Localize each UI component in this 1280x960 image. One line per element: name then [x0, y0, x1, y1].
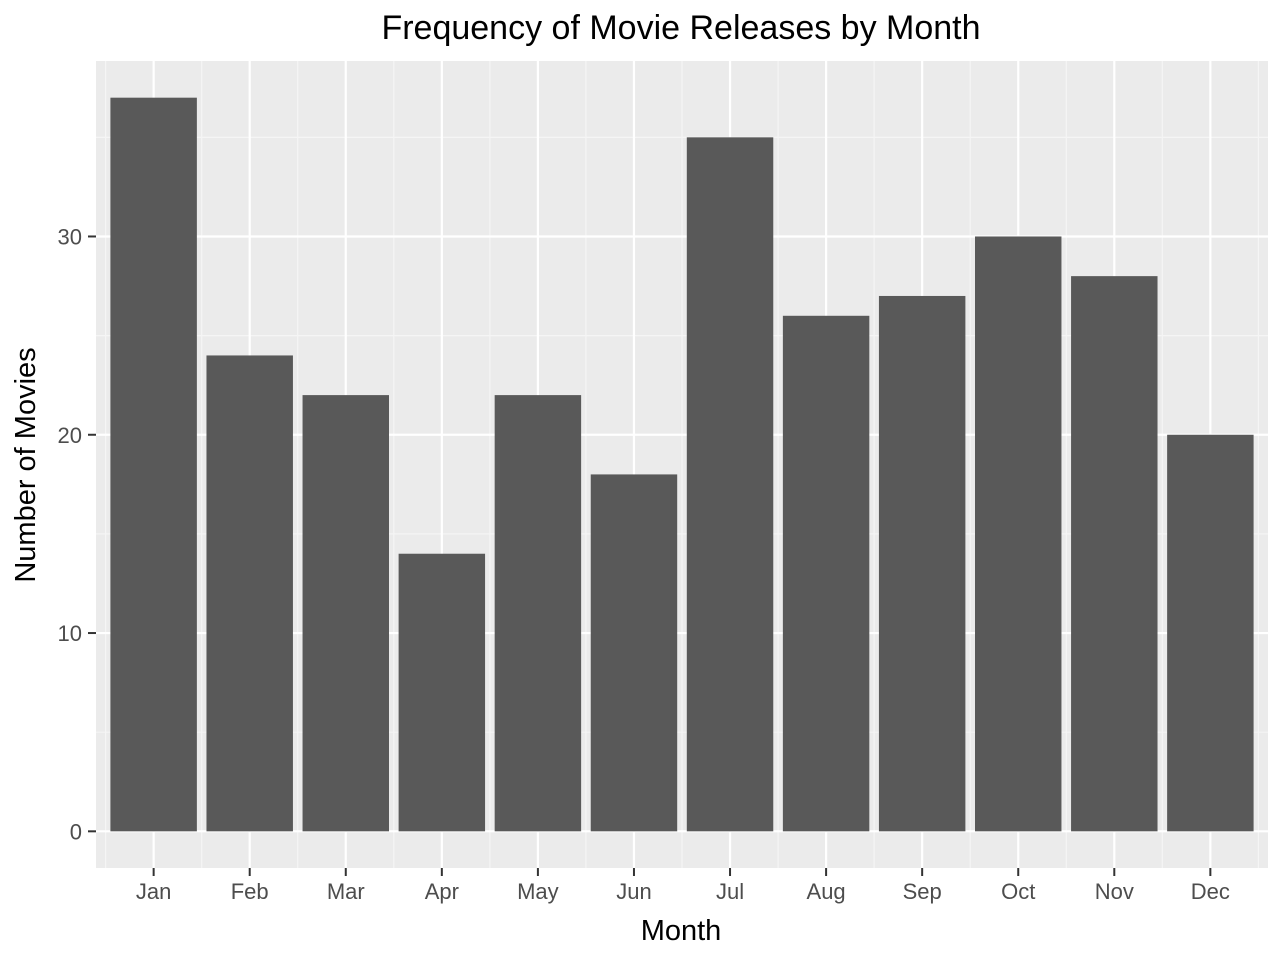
y-tick-label: 10 — [58, 621, 82, 646]
x-tick-label-sep: Sep — [903, 879, 942, 904]
bar-mar — [302, 395, 389, 832]
y-tick-label: 30 — [58, 224, 82, 249]
bar-oct — [975, 236, 1062, 832]
x-tick-label-oct: Oct — [1001, 879, 1035, 904]
x-tick-label-aug: Aug — [807, 879, 846, 904]
y-tick-label: 20 — [58, 423, 82, 448]
x-tick-label-nov: Nov — [1095, 879, 1134, 904]
x-tick-label-jan: Jan — [136, 879, 171, 904]
bar-jun — [590, 474, 678, 832]
y-axis-title: Number of Movies — [10, 347, 42, 582]
bar-nov — [1071, 276, 1158, 832]
y-tick-label: 0 — [70, 819, 82, 844]
x-tick-label-dec: Dec — [1191, 879, 1230, 904]
bar-dec — [1167, 434, 1254, 832]
x-tick-label-mar: Mar — [327, 879, 365, 904]
x-tick-label-feb: Feb — [231, 879, 269, 904]
x-tick-label-apr: Apr — [425, 879, 459, 904]
x-tick-label-may: May — [517, 879, 559, 904]
bar-jan — [110, 97, 197, 832]
bar-may — [494, 395, 582, 832]
bar-aug — [782, 315, 870, 832]
x-tick-label-jun: Jun — [616, 879, 651, 904]
bar-feb — [206, 355, 293, 832]
bars — [110, 97, 1254, 832]
bar-jul — [686, 137, 774, 832]
x-tick-label-jul: Jul — [716, 879, 744, 904]
minor-gridlines — [96, 61, 1268, 868]
x-axis: Jan Feb Mar Apr May Jun Jul Aug Sep Oct Nov Dec — [136, 868, 1230, 904]
bar-sep — [878, 295, 966, 832]
bar-apr — [398, 553, 486, 832]
chart-title: Frequency of Movie Releases by Month — [381, 9, 980, 47]
x-axis-title: Month — [641, 915, 722, 947]
y-axis: 0 10 20 30 — [58, 224, 96, 844]
